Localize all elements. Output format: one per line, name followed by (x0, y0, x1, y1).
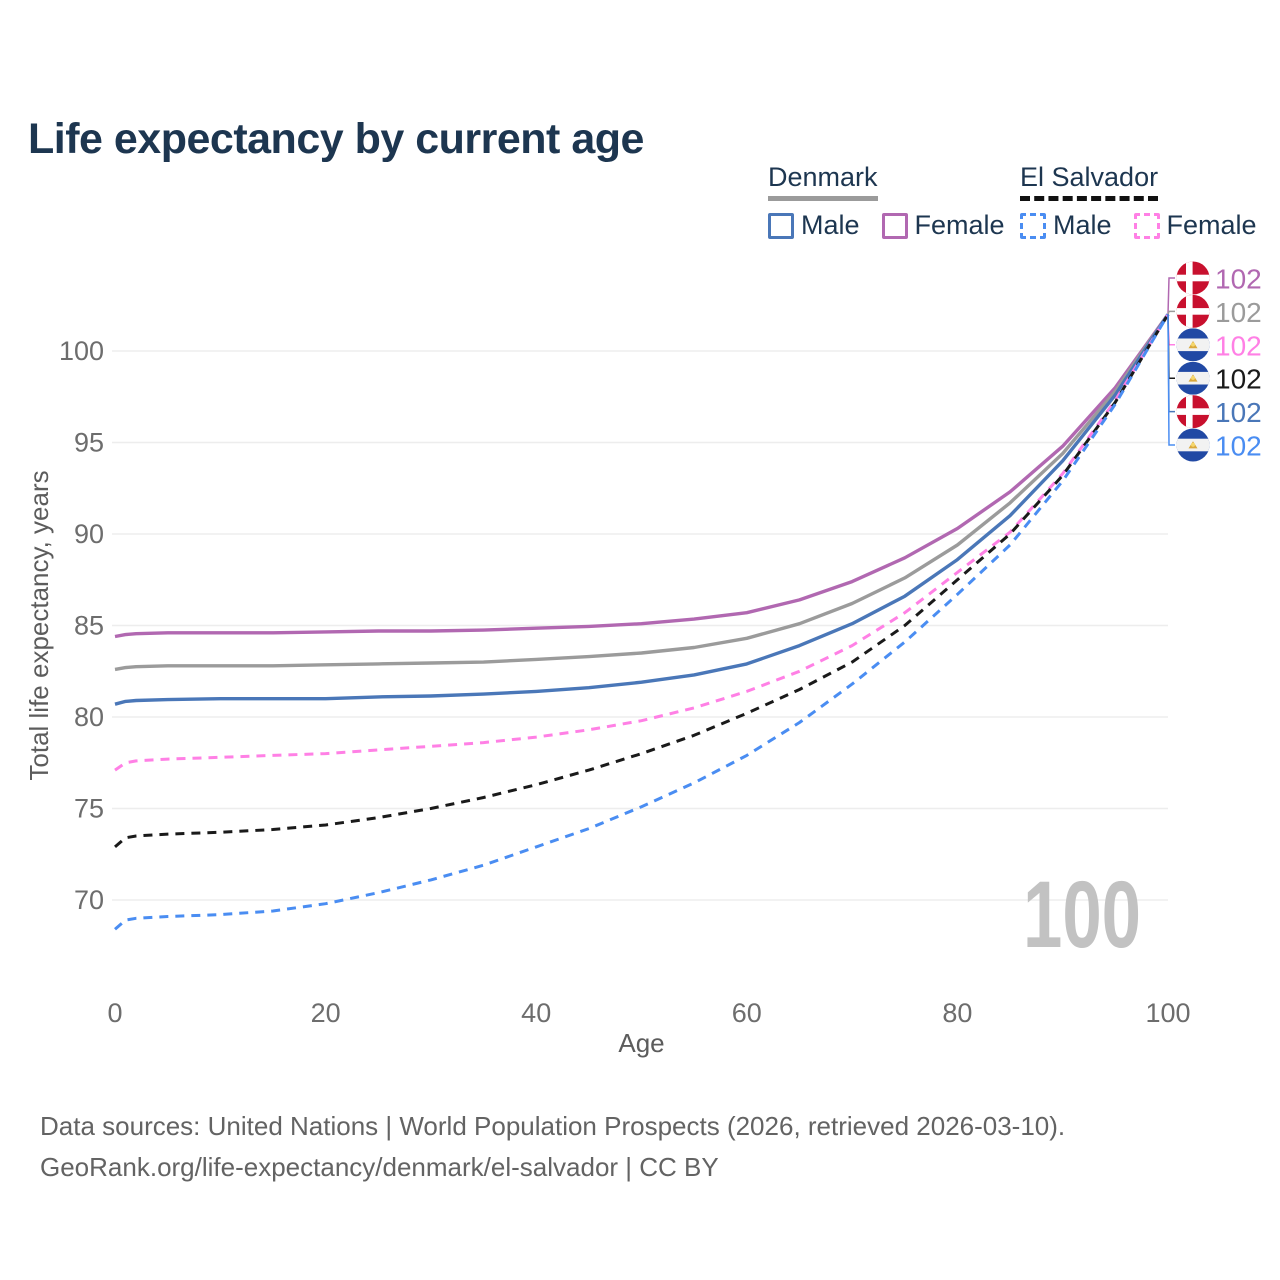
flag-el-salvador-icon (1176, 328, 1210, 362)
flag-el-salvador-icon (1176, 361, 1210, 395)
legend-item-el-salvador-female[interactable]: Female (1133, 210, 1257, 241)
legend-item-denmark-male[interactable]: Male (768, 210, 860, 241)
x-tick-80: 80 (942, 998, 972, 1028)
flag-denmark-icon (1176, 261, 1210, 295)
page-title: Life expectancy by current age (28, 114, 644, 163)
legend-country-el-salvador: El Salvador (1020, 162, 1159, 201)
y-tick-80: 80 (74, 702, 104, 732)
series-line-denmark-both-sexes (114, 313, 1170, 672)
legend-group-el-salvador: El Salvador Male Female (1020, 162, 1257, 241)
x-axis-title: Age (618, 1028, 664, 1058)
y-tick-85: 85 (74, 611, 104, 641)
x-tick-100: 100 (1145, 998, 1190, 1028)
age-watermark: 100 (1023, 862, 1141, 968)
leader-line-denmark-female (1167, 277, 1175, 315)
end-label-denmark-female: 102 (1215, 264, 1262, 295)
y-axis-title: Total life expectancy, years (24, 470, 54, 780)
legend-item-denmark-female[interactable]: Female (881, 210, 1005, 241)
footer-data-sources: Data sources: United Nations | World Pop… (40, 1111, 1066, 1141)
y-tick-70: 70 (74, 885, 104, 915)
legend-label-el-salvador-male: Male (1053, 210, 1112, 240)
end-label-el-salvador-female: 102 (1215, 330, 1262, 361)
flag-denmark-icon (1176, 294, 1210, 328)
footer: Data sources: United Nations | World Pop… (40, 1106, 1065, 1188)
x-tick-20: 20 (311, 998, 341, 1028)
series-line-el-salvador-female (114, 313, 1170, 772)
x-tick-40: 40 (521, 998, 551, 1028)
x-tick-0: 0 (107, 998, 122, 1028)
footer-attribution: GeoRank.org/life-expectancy/denmark/el-s… (40, 1152, 719, 1182)
el-salvador-male-swatch (1020, 212, 1046, 239)
legend-label-el-salvador-female: Female (1166, 210, 1257, 240)
legend-country-denmark: Denmark (768, 162, 878, 201)
series-line-el-salvador-both-sexes (114, 313, 1170, 849)
flag-el-salvador-icon (1176, 428, 1210, 462)
x-tick-60: 60 (732, 998, 762, 1028)
legend-group-denmark: Denmark Male Female (768, 162, 1005, 241)
end-label-el-salvador-male: 102 (1215, 431, 1262, 462)
legend-label-denmark-female: Female (914, 210, 1005, 240)
y-tick-100: 100 (59, 336, 104, 366)
legend-items-denmark: Male Female (768, 210, 1005, 241)
legend-items-el-salvador: Male Female (1020, 210, 1257, 241)
leader-line-denmark-both-sexes (1167, 310, 1175, 315)
series-line-denmark-male (114, 313, 1170, 706)
el-salvador-female-swatch (1133, 212, 1160, 239)
denmark-male-swatch (768, 212, 794, 239)
series-line-denmark-female (114, 313, 1170, 639)
denmark-female-swatch (881, 212, 908, 239)
leader-line-el-salvador-male (1167, 314, 1175, 446)
flag-denmark-icon (1176, 395, 1210, 429)
y-tick-75: 75 (74, 794, 104, 824)
end-label-denmark-male: 102 (1215, 397, 1262, 428)
legend-item-el-salvador-male[interactable]: Male (1020, 210, 1112, 241)
legend-label-denmark-male: Male (801, 210, 860, 240)
y-tick-90: 90 (74, 519, 104, 549)
end-label-el-salvador-both-sexes: 102 (1215, 364, 1262, 395)
end-label-denmark-both-sexes: 102 (1215, 297, 1262, 328)
series-line-el-salvador-male (114, 313, 1170, 931)
y-tick-95: 95 (74, 428, 104, 458)
